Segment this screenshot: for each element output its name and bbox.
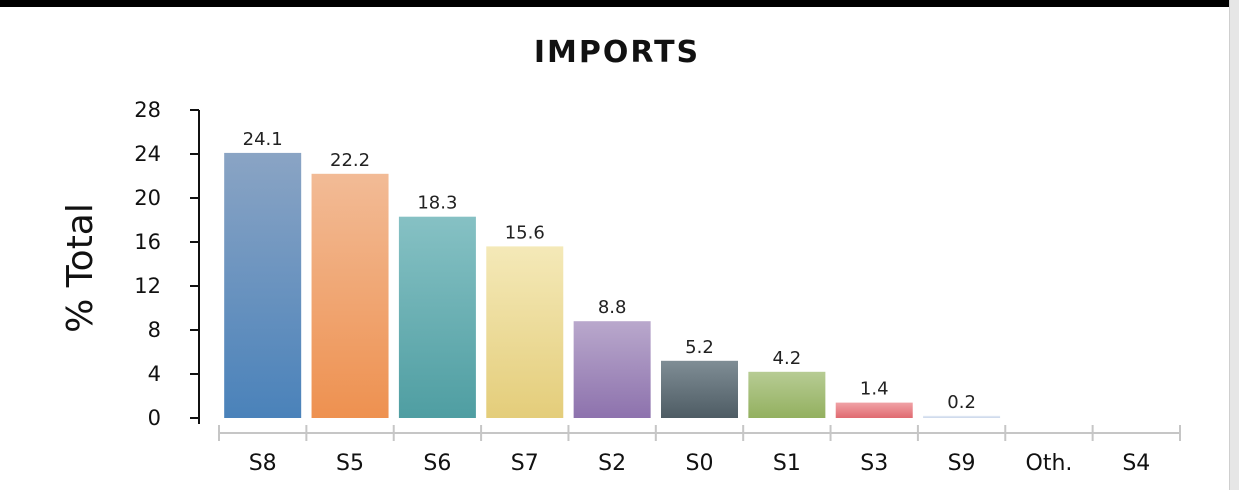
bar-s7: [486, 246, 564, 418]
y-axis-label: % Total: [60, 203, 101, 333]
bars: 24.1 22.2 18.3 15.6 8.8 5.2 4.2 1.4 0.2: [224, 129, 1001, 418]
bar-s0: [661, 360, 738, 418]
bar-s2: [573, 321, 651, 418]
y-tick-label: 4: [148, 362, 161, 386]
data-label: 1.4: [860, 379, 889, 400]
right-border: [1229, 0, 1239, 490]
y-tick-label: 20: [134, 186, 161, 210]
data-label: 5.2: [685, 337, 714, 358]
data-label: 8.8: [598, 297, 627, 318]
x-tick-label: Oth.: [1026, 451, 1073, 476]
y-tick-label: 12: [134, 274, 161, 298]
bar-s3: [835, 402, 913, 418]
chart-title: IMPORTS: [534, 35, 700, 70]
data-label: 24.1: [243, 129, 283, 150]
data-label: 4.2: [773, 348, 802, 369]
x-tick-label: S8: [249, 451, 277, 476]
y-axis: 0 4 8 12 16 20 24 28: [134, 98, 200, 430]
bar-s5: [311, 173, 389, 418]
y-tick-label: 8: [148, 318, 161, 342]
top-border: [0, 0, 1239, 7]
x-axis: S8 S5 S6 S7 S2 S0 S1 S3 S9 Oth. S4: [218, 425, 1181, 476]
bar-s8: [224, 152, 302, 418]
x-tick-label: S0: [686, 451, 714, 476]
x-tick-label: S1: [773, 451, 801, 476]
data-label: 22.2: [330, 150, 370, 171]
x-tick-label: S4: [1122, 451, 1150, 476]
x-tick-label: S9: [948, 451, 976, 476]
y-tick-label: 28: [134, 98, 161, 122]
data-label: 15.6: [505, 222, 545, 243]
bar-s9: [923, 415, 1001, 418]
bar-s6: [398, 216, 476, 418]
x-tick-label: S2: [598, 451, 626, 476]
x-tick-label: S7: [511, 451, 539, 476]
x-tick-label: S3: [860, 451, 888, 476]
data-label: 18.3: [417, 193, 457, 214]
y-tick-label: 0: [148, 406, 161, 430]
x-tick-label: S5: [336, 451, 364, 476]
data-label: 0.2: [947, 392, 976, 413]
y-tick-label: 16: [134, 230, 161, 254]
y-tick-label: 24: [134, 142, 161, 166]
x-tick-label: S6: [423, 451, 451, 476]
bar-s1: [748, 371, 826, 418]
